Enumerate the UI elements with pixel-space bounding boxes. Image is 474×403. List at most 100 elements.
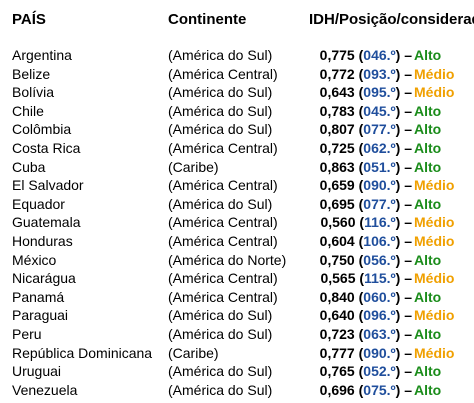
country-name: República Dominicana (12, 344, 153, 361)
table-row: Paraguai (América do Sul) 0,640 (096.º) – M… (0, 306, 474, 325)
continent-name: (América do Sul) (168, 195, 273, 212)
idh-value: 0,783 (319, 102, 355, 119)
country-name: Peru (12, 325, 42, 342)
country-name: Colômbia (12, 121, 72, 138)
development-level: Alto (414, 158, 442, 175)
table-row: Nicarágua (América Central) 0,565 (115.º) … (0, 269, 474, 288)
idh-value: 0,560 (320, 214, 356, 231)
idh-value: 0,659 (319, 177, 355, 194)
idh-cell: 0,772 (093.º) – (319, 65, 412, 82)
table-row: Belize (América Central) 0,772 (093.º) – Mé… (0, 65, 474, 84)
development-level: Alto (414, 139, 442, 156)
idh-value: 0,772 (319, 65, 355, 82)
country-name: Belize (12, 65, 51, 82)
rank-position: 115.º (364, 270, 396, 287)
rank-position: 056.º (363, 251, 396, 268)
idh-value: 0,775 (319, 47, 355, 63)
continent-name: (América Central) (168, 288, 278, 305)
table-row: Bolívia (América do Sul) 0,643 (095.º) – Mé… (0, 83, 474, 102)
idh-cell: 0,696 (075.º) – (319, 381, 412, 398)
continent-name: (América do Sul) (168, 325, 273, 342)
country-name: Nicarágua (12, 270, 76, 287)
idh-value: 0,750 (319, 251, 355, 268)
idh-cell: 0,783 (045.º) – (319, 102, 412, 119)
idh-value: 0,725 (319, 139, 355, 156)
idh-cell: 0,723 (063.º) – (319, 325, 412, 342)
table-row: Costa Rica (América Central) 0,725 (062.º)… (0, 139, 474, 158)
idh-value: 0,643 (319, 84, 355, 101)
idh-cell: 0,775 (046.º) – (319, 47, 412, 63)
country-name: Bolívia (12, 84, 55, 101)
development-level: Médio (414, 84, 455, 101)
table-row: Argentina (América do Sul) 0,775 (046.º) –… (0, 46, 474, 65)
continent-name: (América Central) (168, 270, 278, 287)
continent-name: (América do Sul) (168, 102, 273, 119)
country-table: Argentina (América do Sul) 0,775 (046.º) –… (0, 46, 474, 399)
continent-name: (América Central) (168, 232, 278, 249)
rank-position: 046.º (363, 47, 396, 63)
idh-value: 0,840 (319, 288, 355, 305)
table-row: Cuba (Caribe) 0,863 (051.º) – Alto (0, 158, 474, 177)
country-name: Argentina (12, 47, 72, 63)
development-level: Alto (414, 381, 442, 398)
continent-name: (América do Sul) (168, 381, 273, 398)
rank-position: 045.º (363, 102, 396, 119)
rank-position: 116.º (364, 214, 396, 231)
idh-value: 0,807 (319, 121, 355, 138)
idh-cell: 0,863 (051.º) – (319, 158, 412, 175)
rank-position: 062.º (363, 139, 396, 156)
country-name: Venezuela (12, 381, 78, 398)
country-name: Panamá (12, 288, 65, 305)
development-level: Médio (414, 270, 455, 287)
development-level: Alto (414, 363, 442, 380)
development-level: Médio (414, 307, 455, 324)
development-level: Alto (414, 251, 442, 268)
table-row: Colômbia (América do Sul) 0,807 (077.º) – A… (0, 120, 474, 139)
rank-position: 063.º (363, 325, 396, 342)
development-level: Alto (414, 325, 442, 342)
idh-cell: 0,840 (060.º) – (319, 288, 412, 305)
idh-value: 0,777 (319, 344, 355, 361)
country-name: Paraguai (12, 307, 69, 324)
idh-column-header: IDH/Posição/considerado: (309, 11, 474, 28)
idh-cell: 0,807 (077.º) – (319, 121, 412, 138)
development-level: Alto (414, 47, 442, 63)
country-name: Chile (12, 102, 44, 119)
idh-value: 0,695 (319, 195, 355, 212)
idh-cell: 0,565 (115.º) – (320, 270, 412, 287)
continent-name: (Caribe) (168, 344, 219, 361)
idh-cell: 0,725 (062.º) – (319, 139, 412, 156)
rank-position: 090.º (363, 177, 396, 194)
continent-name: (América do Sul) (168, 363, 273, 380)
development-level: Alto (414, 102, 442, 119)
table-row: Honduras (América Central) 0,604 (106.º) –… (0, 232, 474, 251)
development-level: Alto (414, 288, 442, 305)
table-row: Equador (América do Sul) 0,695 (077.º) – Al… (0, 195, 474, 214)
idh-cell: 0,643 (095.º) – (319, 84, 412, 101)
idh-cell: 0,640 (096.º) – (319, 307, 412, 324)
rank-position: 077.º (363, 121, 396, 138)
idh-cell: 0,695 (077.º) – (319, 195, 412, 212)
country-name: Equador (12, 195, 65, 212)
table-row: Guatemala (América Central) 0,560 (116.º) … (0, 213, 474, 232)
rank-position: 095.º (363, 84, 396, 101)
rank-position: 075.º (363, 381, 396, 398)
idh-cell: 0,659 (090.º) – (319, 177, 412, 194)
rank-position: 106.º (363, 232, 396, 249)
continent-name: (América do Sul) (168, 307, 273, 324)
continent-name: (América Central) (168, 177, 278, 194)
country-name: México (12, 251, 57, 268)
idh-value: 0,565 (320, 270, 356, 287)
development-level: Médio (414, 232, 455, 249)
idh-value: 0,604 (319, 232, 355, 249)
development-level: Alto (414, 195, 442, 212)
table-row: Panamá (América Central) 0,840 (060.º) – Al… (0, 288, 474, 307)
idh-value: 0,696 (319, 381, 355, 398)
idh-value: 0,723 (319, 325, 355, 342)
rank-position: 051.º (363, 158, 396, 175)
idh-cell: 0,765 (052.º) – (319, 363, 412, 380)
rank-position: 077.º (363, 195, 396, 212)
development-level: Médio (414, 65, 455, 82)
idh-cell: 0,777 (090.º) – (319, 344, 412, 361)
table-row: República Dominicana (Caribe) 0,777 (090.º… (0, 344, 474, 363)
